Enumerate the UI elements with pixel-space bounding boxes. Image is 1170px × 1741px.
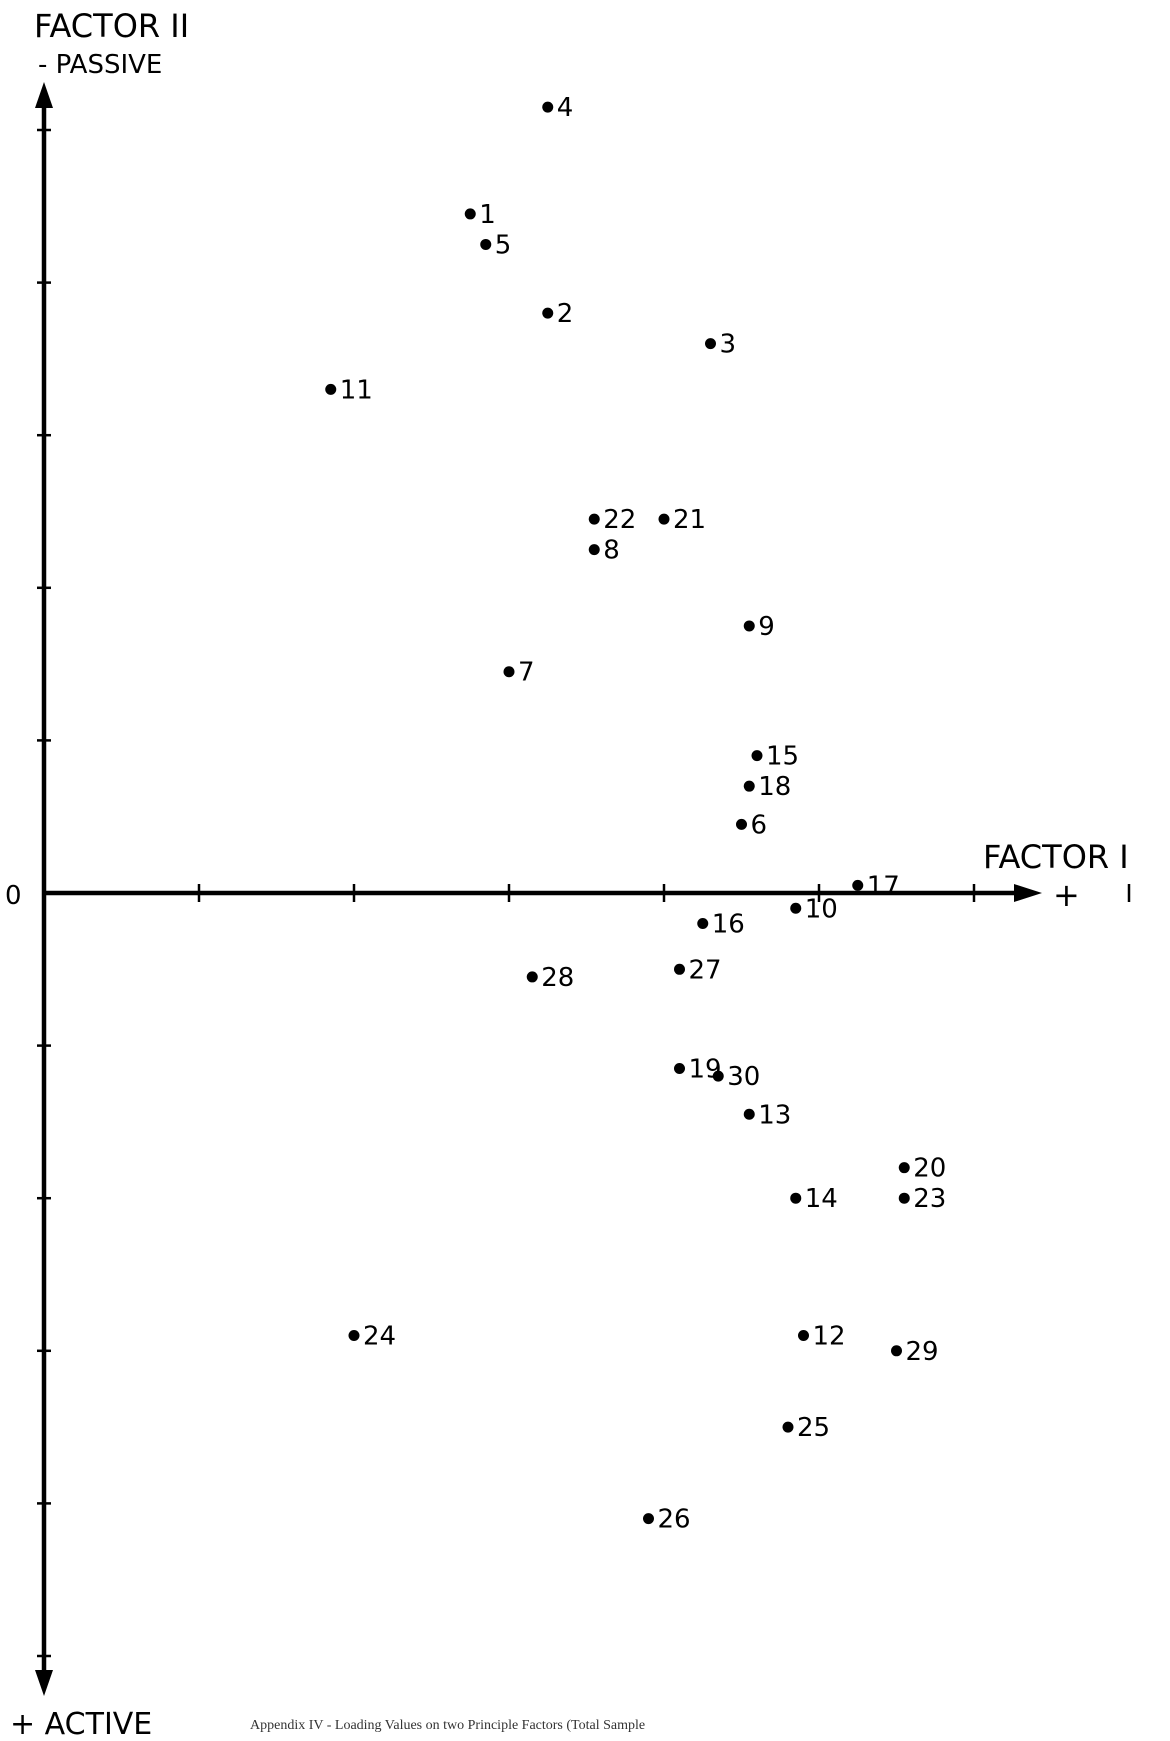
data-point-label: 21 [673, 505, 706, 535]
data-point [674, 963, 685, 975]
data-point-label: 5 [495, 230, 512, 260]
data-point-label: 2 [557, 299, 574, 329]
data-point-label: 3 [720, 330, 737, 360]
y-axis-title: FACTOR II [34, 7, 189, 45]
data-point-label: 28 [541, 963, 574, 993]
data-point [325, 383, 337, 395]
data-point-label: 13 [758, 1100, 791, 1130]
data-point [898, 1192, 910, 1204]
data-point-label: 18 [758, 772, 791, 802]
data-point-label: 11 [340, 375, 373, 405]
data-point-label: 15 [766, 742, 799, 772]
y-axis-bottom-label: + ACTIVE [10, 1707, 152, 1741]
origin-label: 0 [5, 881, 22, 911]
x-axis-sign: + [1053, 876, 1080, 914]
data-point-label: 26 [658, 1505, 691, 1535]
data-point [588, 544, 600, 556]
axis-ticks [37, 128, 1131, 1658]
data-point [542, 101, 554, 113]
data-point-label: 16 [712, 910, 745, 940]
data-point-label: 20 [913, 1154, 946, 1184]
data-point [852, 879, 864, 891]
data-point [712, 1070, 724, 1082]
data-point-label: 1 [479, 200, 496, 230]
x-axis-arrow [1014, 884, 1042, 902]
y-axis-top-label: - PASSIVE [38, 50, 162, 80]
data-point [898, 1162, 910, 1174]
data-point-label: 17 [867, 871, 900, 901]
data-point [782, 1421, 794, 1433]
data-point-label: 14 [805, 1184, 838, 1214]
data-point [658, 513, 670, 525]
data-point-label: 12 [813, 1322, 846, 1352]
data-point [891, 1345, 902, 1357]
data-point [790, 1192, 802, 1204]
data-point [705, 338, 716, 350]
data-point [348, 1330, 360, 1342]
data-point-label: 4 [557, 93, 574, 123]
y-axis-arrow-down [35, 1670, 53, 1696]
data-point [542, 307, 554, 319]
data-point [743, 1108, 755, 1120]
y-axis-arrow-up [35, 82, 53, 108]
data-point [697, 918, 709, 930]
data-point [736, 818, 747, 830]
data-point-label: 23 [913, 1184, 946, 1214]
data-point [464, 208, 476, 220]
data-point-label: 10 [805, 894, 838, 924]
data-point [480, 238, 492, 250]
data-point-label: 8 [603, 536, 620, 566]
data-point-label: 22 [603, 505, 636, 535]
data-point-label: 24 [363, 1322, 396, 1352]
data-point-label: 29 [906, 1337, 939, 1367]
data-point [503, 666, 515, 678]
data-point [751, 750, 763, 762]
data-point-label: 27 [689, 955, 722, 985]
data-point [743, 620, 755, 632]
data-point-label: 7 [518, 658, 535, 688]
data-point [526, 971, 538, 983]
x-axis-title: FACTOR I [983, 838, 1129, 876]
data-point [798, 1330, 809, 1342]
data-points: 1234567891011121314151617181920212223242… [325, 93, 946, 1535]
data-point [743, 780, 755, 792]
figure-caption: Appendix IV - Loading Values on two Prin… [250, 1718, 646, 1733]
data-point-label: 30 [727, 1062, 760, 1092]
data-point-label: 25 [797, 1413, 830, 1443]
data-point [588, 513, 600, 525]
data-point-label: 6 [751, 810, 768, 840]
data-point [790, 902, 802, 914]
data-point [643, 1513, 654, 1525]
data-point [674, 1062, 685, 1074]
data-point-label: 9 [758, 612, 775, 642]
